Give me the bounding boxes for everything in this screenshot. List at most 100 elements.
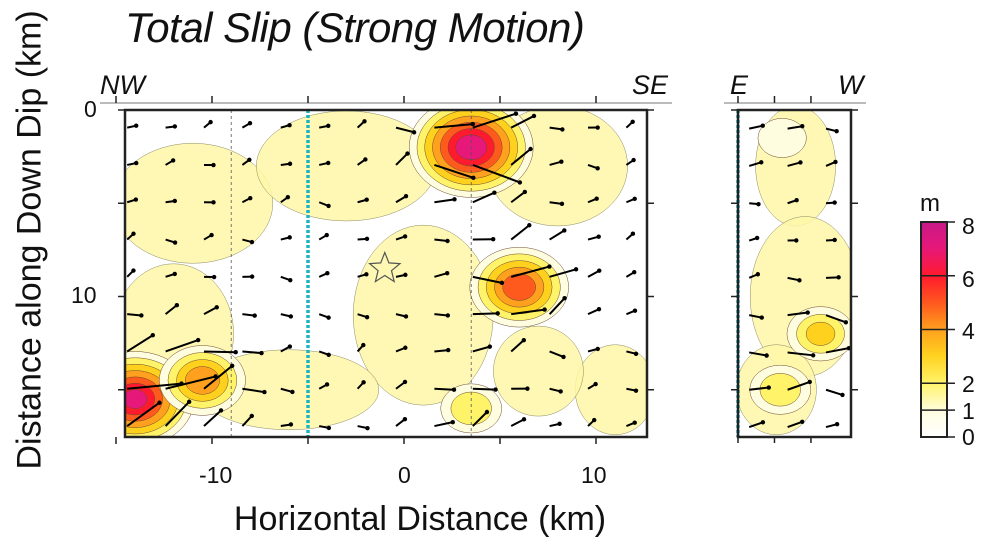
slip-vector-151-head <box>800 419 805 424</box>
slip-vector-104-head <box>361 380 366 385</box>
slip-vector-98 <box>127 382 182 390</box>
slip-vector-150 <box>748 421 764 428</box>
slip-vector-43-head <box>172 240 178 245</box>
x-tick-label-10: 10 <box>581 462 607 488</box>
slip-vector-84-head <box>150 333 155 338</box>
slip-vector-5-head <box>326 123 331 129</box>
slip-vector-65-head <box>499 280 505 286</box>
colorbar-tick-label-6: 6 <box>962 266 975 292</box>
slip-vector-120 <box>434 421 453 428</box>
slip-vector-79-head <box>495 311 500 316</box>
slip-vector-16-head <box>211 162 216 168</box>
slip-vector-131-head <box>833 159 838 165</box>
slip-vector-95-head <box>561 354 566 360</box>
slip-vector-152-head <box>834 422 840 427</box>
slip-vector-87-head <box>259 350 264 356</box>
slip-vector-74-head <box>288 314 294 319</box>
slip-vector-17-head <box>247 157 252 162</box>
slip-vector-46-head <box>287 235 292 240</box>
slip-patch-1-level-2 <box>759 373 801 407</box>
slip-vector-143-head <box>843 320 849 325</box>
slip-vector-143 <box>825 314 847 324</box>
slip-vector-11-head <box>560 127 565 132</box>
slip-vector-124-head <box>592 417 597 423</box>
slip-vector-83-head <box>632 308 638 313</box>
slip-vector-76-head <box>364 314 370 320</box>
slip-vector-23 <box>472 164 521 184</box>
slip-vector-94 <box>510 339 525 353</box>
slip-vector-71-head <box>174 302 180 308</box>
slip-vector-140-head <box>836 275 841 280</box>
slip-vector-37 <box>472 191 495 204</box>
slip-vector-61-head <box>325 270 330 276</box>
slip-vector-86-head <box>233 349 238 355</box>
slip-vector-47-head <box>324 232 329 238</box>
slip-vector-102-head <box>290 389 295 395</box>
slip-vector-2-head <box>208 119 213 125</box>
slip-vector-4-head <box>287 122 292 128</box>
slip-vector-10 <box>510 115 535 129</box>
slip-vector-48-head <box>364 236 370 242</box>
slip-vector-40-head <box>594 196 599 201</box>
colorbar-tick-label-4: 4 <box>962 318 975 344</box>
slip-vector-78-head <box>445 313 451 318</box>
slip-vector-123-head <box>557 421 562 427</box>
slip-vector-42-head <box>131 231 136 236</box>
slip-vector-148 <box>787 381 811 391</box>
slip-vector-149 <box>825 388 843 396</box>
slip-vector-151 <box>787 420 803 428</box>
slip-vector-55-head <box>630 231 636 236</box>
slip-vector-69-head <box>632 269 637 275</box>
slip-vector-81-head <box>562 295 567 301</box>
slip-vector-65 <box>472 275 503 284</box>
slip-vector-12-head <box>595 125 600 130</box>
slip-patch-2-level-1 <box>757 118 807 158</box>
slip-vector-126 <box>748 124 763 130</box>
slip-vector-86 <box>203 350 236 354</box>
slip-vector-80-head <box>542 307 547 312</box>
slip-vector-25-head <box>559 159 564 164</box>
slip-vector-106-head <box>451 387 457 392</box>
slip-vector-107-head <box>493 387 498 392</box>
slip-vector-71 <box>164 304 178 315</box>
slip-vector-57-head <box>172 271 177 277</box>
slip-vector-6-head <box>362 119 367 124</box>
slip-vector-95 <box>549 350 564 358</box>
slip-vector-78 <box>434 313 448 317</box>
slip-vector-93 <box>472 345 491 353</box>
slip-vector-53-head <box>562 228 567 233</box>
slip-vector-118-head <box>365 425 370 431</box>
slip-vector-108-head <box>525 386 530 391</box>
slip-vector-53 <box>549 229 565 241</box>
slip-vector-75-head <box>326 315 331 320</box>
slip-vector-115 <box>241 415 253 427</box>
colorbar-unit: m <box>920 190 940 217</box>
y-tick-label-10: 10 <box>71 282 97 308</box>
panel-frames <box>100 96 866 444</box>
slip-vector-148-head <box>807 379 812 385</box>
slip-vector-30-head <box>211 200 216 205</box>
slip-vector-113-head <box>186 399 192 404</box>
slip-vector-99 <box>165 375 216 390</box>
y-tick-label-0: 0 <box>84 96 97 122</box>
slip-vector-72 <box>203 306 218 316</box>
slip-vector-66 <box>510 265 550 278</box>
slip-vector-121-head <box>484 409 490 415</box>
slip-patch-1-level-5 <box>502 273 536 301</box>
slip-contour <box>125 143 274 264</box>
slip-vector-23-head <box>517 180 523 185</box>
slip-vector-139-head <box>797 278 802 283</box>
slip-vector-20-head <box>363 157 368 162</box>
slip-contour <box>493 325 584 417</box>
slip-vector-85 <box>165 339 199 353</box>
slip-vector-21-head <box>405 151 410 156</box>
slip-vector-150-head <box>760 420 766 425</box>
slip-patch-4-level-2 <box>450 391 492 426</box>
slip-vector-32-head <box>285 194 291 200</box>
slip-vector-24-head <box>528 146 533 152</box>
slip-vector-8 <box>434 123 473 129</box>
slip-vector-31-head <box>248 195 253 201</box>
slip-vector-101 <box>242 387 265 394</box>
slip-vector-97-head <box>633 351 639 357</box>
slip-vector-136-head <box>794 238 799 243</box>
